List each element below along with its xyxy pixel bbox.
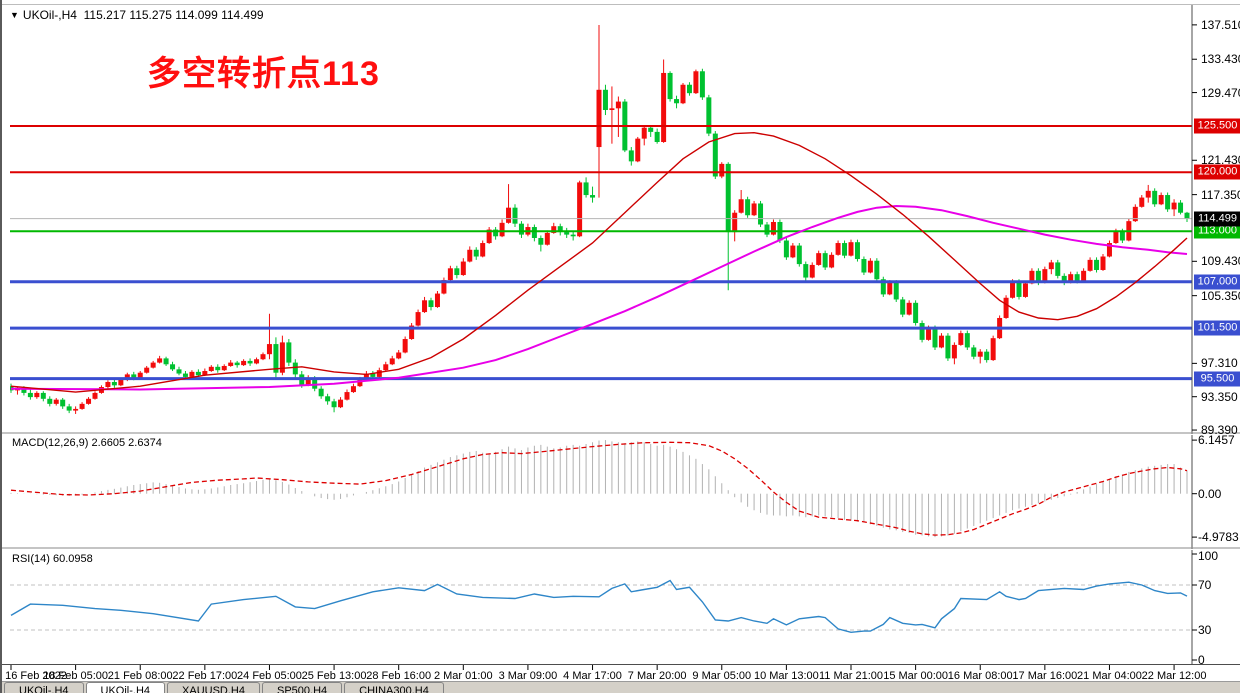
price-badge-101.500: 101.500 xyxy=(1194,320,1240,336)
ma-slow-line xyxy=(10,204,1188,391)
price-grid-label: 93.350 xyxy=(1201,389,1238,404)
scale-ticks xyxy=(10,24,1197,670)
main-chart-area[interactable] xyxy=(9,24,1193,414)
price-grid-label: 109.430 xyxy=(1201,254,1240,269)
macd-indicator-label: MACD(12,26,9) 2.6605 2.6374 xyxy=(12,437,162,449)
price-grid-label: 121.430 xyxy=(1201,153,1240,168)
time-axis-label: 28 Feb 16:00 xyxy=(366,670,432,682)
time-axis-label: 21 Feb 08:00 xyxy=(107,670,173,682)
price-badge-95.500: 95.500 xyxy=(1194,371,1240,387)
time-axis-label: 25 Feb 13:00 xyxy=(301,670,367,682)
rsi-scale-label: 0 xyxy=(1198,653,1205,667)
chart-tab-3[interactable]: SP500,H4 xyxy=(262,682,343,693)
time-axis-label: 24 Feb 05:00 xyxy=(237,670,302,682)
price-badge-120.000: 120.000 xyxy=(1194,164,1240,180)
time-axis-label: 9 Mar 05:00 xyxy=(692,670,752,682)
chart-tab-0[interactable]: UKOil-,H4 xyxy=(4,682,84,693)
time-axis-label: 2 Mar 01:00 xyxy=(433,670,493,682)
price-badge-113.000: 113.000 xyxy=(1194,223,1240,239)
time-axis-label: 16 Mar 08:00 xyxy=(947,670,1013,682)
time-axis-label: 17 Mar 16:00 xyxy=(1012,670,1078,682)
price-grid-label: 133.430 xyxy=(1201,52,1240,67)
chevron-down-icon[interactable]: ▼ xyxy=(10,10,19,20)
macd-panel[interactable] xyxy=(10,440,1188,538)
price-grid-label: 105.350 xyxy=(1201,288,1240,303)
macd-scale-label: 6.1457 xyxy=(1198,433,1235,448)
time-axis-label: 18 Feb 05:00 xyxy=(43,670,109,682)
chart-title: ▼ UKOil-,H4 115.217 115.275 114.099 114.4… xyxy=(10,8,264,22)
time-axis-label: 22 Mar 12:00 xyxy=(1141,670,1207,682)
rsi-scale-label: 30 xyxy=(1198,623,1212,637)
price-grid-label: 97.310 xyxy=(1201,356,1238,371)
time-axis-label: 16 Feb 2022 xyxy=(5,670,67,682)
macd-scale-label: 0.00 xyxy=(1198,486,1222,501)
price-grid-label: 117.350 xyxy=(1201,187,1240,202)
time-axis-label: 3 Mar 09:00 xyxy=(498,670,558,682)
price-grid-label: 137.510 xyxy=(1201,17,1240,32)
time-axis-label: 22 Feb 17:00 xyxy=(172,670,238,682)
time-axis-label: 15 Mar 00:00 xyxy=(883,670,949,682)
ma-fast-line xyxy=(10,131,1188,393)
time-axis-label: 21 Mar 04:00 xyxy=(1077,670,1142,682)
chart-tab-4[interactable]: CHINA300,H4 xyxy=(344,682,444,693)
symbol-period-label: UKOil-,H4 xyxy=(22,8,77,22)
candlesticks xyxy=(10,24,1190,414)
chart-tab-1[interactable]: UKOil-,H4 xyxy=(85,682,166,693)
time-axis-label: 4 Mar 17:00 xyxy=(563,670,622,682)
macd-signal-line xyxy=(10,441,1188,536)
price-grid-label: 89.390 xyxy=(1201,423,1238,438)
annotation-text: 多空转折点113 xyxy=(147,55,380,93)
rsi-scale-label: 70 xyxy=(1198,578,1212,592)
time-axis-label: 10 Mar 13:00 xyxy=(753,670,819,682)
rsi-line xyxy=(10,579,1188,634)
time-axis-label: 11 Mar 21:00 xyxy=(818,670,884,682)
price-badge-107.000: 107.000 xyxy=(1194,274,1240,290)
time-axis-label: 7 Mar 20:00 xyxy=(627,670,687,682)
current-price-badge: 114.499 xyxy=(1194,211,1240,227)
price-badge-125.500: 125.500 xyxy=(1194,118,1240,134)
panel-borders xyxy=(2,4,1240,665)
price-grid-label: 129.470 xyxy=(1201,85,1240,100)
macd-scale-label: -4.9783 xyxy=(1198,530,1239,545)
chart-tab-2[interactable]: XAUUSD,H4 xyxy=(167,682,260,693)
chart-tab-bar: UKOil-,H4 UKOil-,H4 XAUUSD,H4 SP500,H4 CHINA… xyxy=(2,681,1240,693)
ohlc-values: 115.217 115.275 114.099 114.499 xyxy=(83,8,264,22)
rsi-indicator-label: RSI(14) 60.0958 xyxy=(12,553,93,565)
rsi-scale-label: 100 xyxy=(1198,549,1219,563)
rsi-panel[interactable] xyxy=(10,579,1192,634)
